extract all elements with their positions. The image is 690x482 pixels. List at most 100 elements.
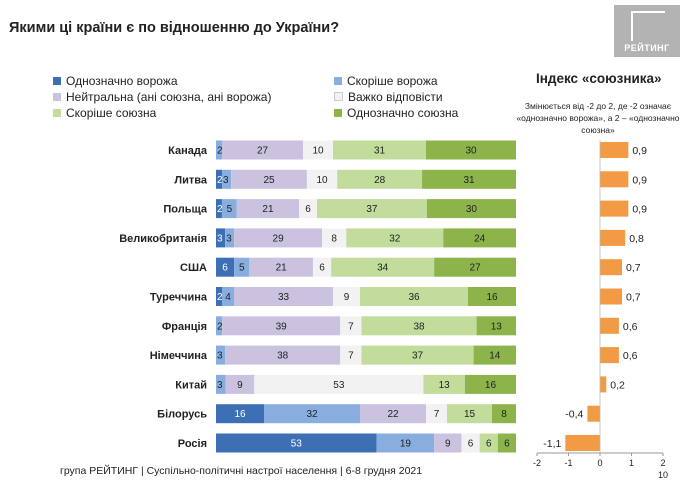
legend-label: Важко відповісти [348,90,443,104]
bar-segment [225,374,255,394]
legend-swatch [334,77,342,85]
bar-segment [331,257,435,277]
data-label: 3 [226,233,232,244]
data-label: 7 [434,409,440,420]
data-label: 6 [486,439,492,450]
data-label: 7 [348,351,354,362]
bar-segment [423,374,465,394]
country-label: Франція [162,321,207,333]
index-bar [600,347,619,364]
data-label: 5 [227,204,233,215]
bar-segment [426,140,516,160]
index-tick-label: -2 [533,458,541,468]
data-label: 32 [389,233,401,244]
bar-segment [434,433,462,453]
country-label: Канада [168,145,208,157]
data-label: 3 [223,175,229,186]
data-label: 9 [445,439,451,450]
data-label: 3 [217,351,223,362]
bar-segment [222,287,234,306]
rating-logo: РЕЙТИНГ [614,5,680,57]
data-label: 31 [374,146,386,157]
footer-source: група РЕЙТИНГ | Суспільно-політичні наст… [60,465,423,477]
legend-label: Скоріше ворожа [347,74,438,88]
index-value-label: 0,8 [629,233,644,245]
index-value-label: 0,7 [626,292,641,304]
bar-segment [426,199,516,219]
index-bar [600,376,607,393]
bar-segment [360,287,468,306]
data-label: 6 [504,439,510,450]
bar-segment [216,199,222,219]
legend-swatch [53,77,61,85]
data-label: 28 [374,175,386,186]
bar-segment [473,345,516,365]
bar-segment [497,433,516,453]
bar-segment [464,374,516,394]
bar-segment [216,345,226,365]
data-label: 10 [316,175,328,186]
data-label: 9 [344,292,350,303]
bar-segment [360,404,426,424]
data-label: 38 [413,321,425,332]
country-label: Німеччина [150,350,208,362]
data-label: 38 [277,351,289,362]
data-label: 4 [225,292,231,303]
bar-segment [264,404,360,424]
bar-segment [322,228,347,248]
bar-segment [222,316,341,336]
index-tick-label: 1 [629,458,634,468]
bar-segment [225,345,341,365]
data-label: 2 [217,146,223,157]
bar-segment [216,228,226,248]
data-label: 22 [387,409,399,420]
bar-segment [303,140,333,160]
data-label: 25 [263,175,275,186]
country-label: Туреччина [150,292,208,304]
bar-segment [216,140,222,160]
data-label: 13 [439,380,451,391]
data-label: 8 [501,409,507,420]
data-label: 10 [312,146,324,157]
bar-segment [234,228,323,248]
data-label: 3 [217,380,223,391]
index-bar [600,171,629,188]
bar-segment [340,345,362,365]
bar-segment [461,433,480,453]
legend-item-definitely-ally: Однозначно союзна [334,106,458,120]
index-tick-label: 2 [660,458,665,468]
index-bar [600,229,626,246]
bar-segment [434,257,516,277]
bar-segment [216,257,235,277]
bar-segment [479,433,498,453]
legend-item-hard-to-say: Важко відповісти [334,90,443,104]
bar-segment [426,404,447,424]
data-label: 33 [278,292,290,303]
country-label: Білорусь [157,409,207,421]
index-value-label: 0,2 [610,379,625,391]
data-label: 3 [217,233,223,244]
data-label: 29 [273,233,285,244]
bar-segment [492,404,516,424]
index-tick-suffix: 10 [658,470,668,480]
index-bar [600,142,629,158]
bar-segment [222,169,232,189]
data-label: 53 [333,380,345,391]
bar-segment [254,374,424,394]
data-label: 27 [470,263,482,274]
country-label: Польща [163,204,208,216]
data-label: 32 [306,409,318,420]
legend-swatch [53,93,61,101]
bar-segment [337,169,423,189]
index-value-label: 0,7 [626,262,641,274]
legend-item-rather-hostile: Скоріше ворожа [334,74,438,88]
bar-segment [221,199,237,219]
index-tick-label: -1 [564,458,572,468]
logo-text: РЕЙТИНГ [624,43,670,53]
legend-label: Однозначно союзна [347,106,459,120]
country-label: Великобританія [119,233,207,245]
data-label: 53 [291,439,303,450]
bar-segment [299,199,317,219]
legend-item-definitely-hostile: Однозначно ворожа [53,74,178,88]
